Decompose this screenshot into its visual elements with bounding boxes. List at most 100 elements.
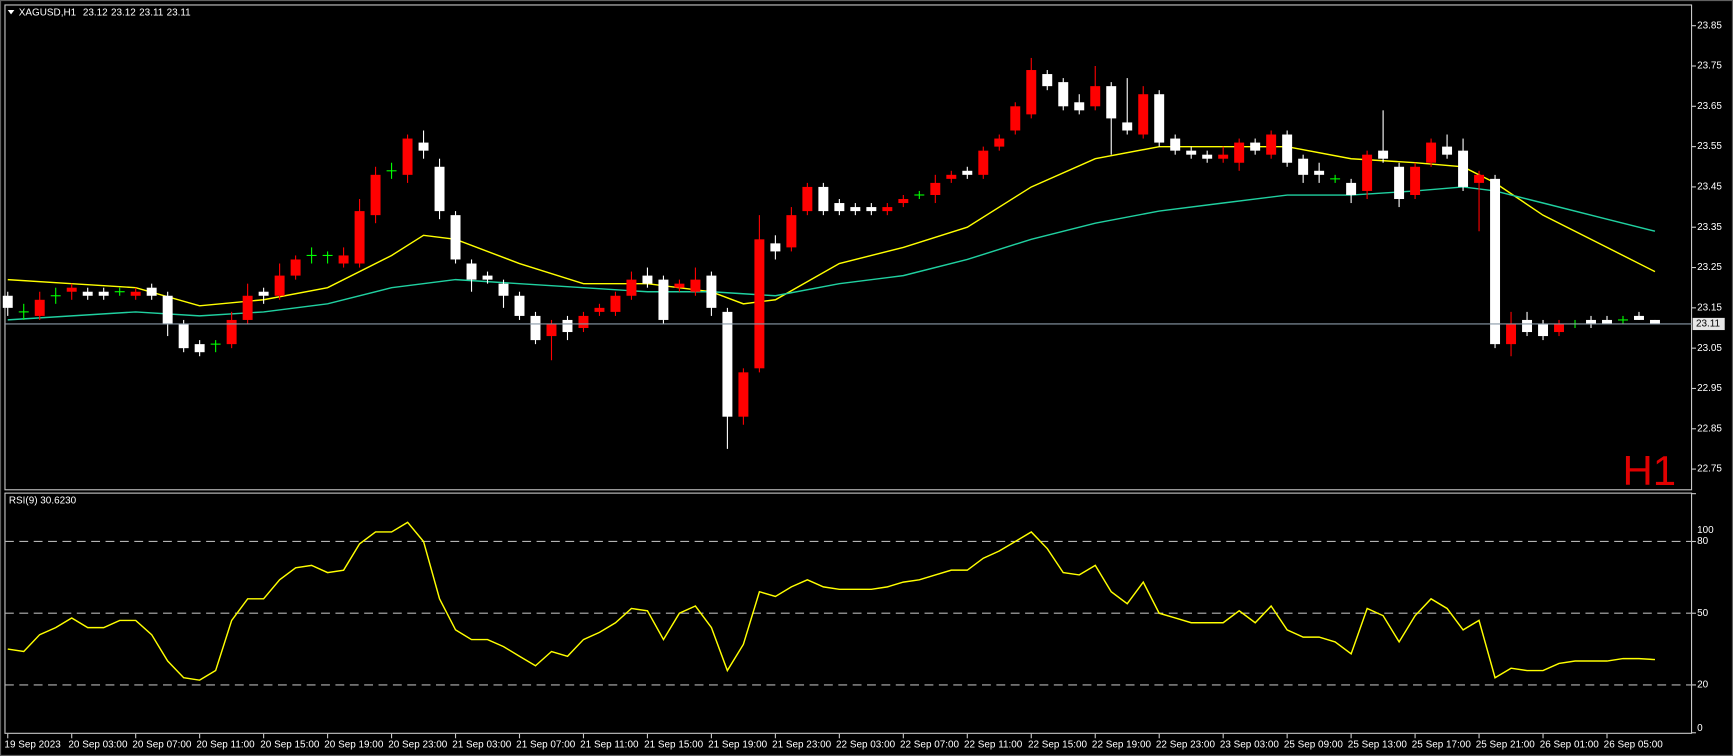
x-tick-label: 22 Sep 23:00: [1156, 740, 1216, 751]
candle-body: [466, 263, 477, 280]
x-tick-label: 20 Sep 11:00: [196, 740, 255, 751]
candle-body: [2, 295, 13, 308]
candle-body: [1090, 86, 1101, 107]
candle-body: [658, 279, 669, 320]
candle-body: [1602, 319, 1612, 324]
x-tick-label: 25 Sep 17:00: [1412, 740, 1472, 751]
candle-body: [434, 166, 445, 212]
candle-body: [354, 211, 365, 264]
candle-body: [1458, 150, 1469, 187]
candle-body: [1010, 106, 1021, 131]
x-tick-label: 20 Sep 23:00: [388, 740, 448, 751]
ohlc-value: 23.11: [139, 7, 164, 18]
y-tick-label: 22.85: [1697, 423, 1722, 434]
x-tick-label: 25 Sep 09:00: [1284, 740, 1344, 751]
candle-body: [1250, 142, 1261, 151]
candle-body: [978, 150, 989, 175]
candle-body: [850, 207, 861, 212]
candle-body: [786, 215, 797, 248]
x-tick-label: 21 Sep 23:00: [772, 740, 832, 751]
x-tick-label: 22 Sep 07:00: [900, 740, 960, 751]
candle-body: [1186, 150, 1197, 155]
candle-body: [674, 283, 685, 288]
candle-body: [514, 295, 525, 316]
candle-body: [898, 199, 909, 204]
rsi-line: [7, 521, 1656, 681]
candle-body: [178, 323, 189, 349]
candle-body: [802, 186, 813, 212]
candle-body: [1442, 146, 1453, 155]
candle-body: [290, 259, 301, 276]
candle-body: [66, 287, 77, 292]
candle-body: [1362, 154, 1373, 191]
candle-body: [274, 275, 285, 296]
x-tick-label: 20 Sep 19:00: [324, 740, 384, 751]
x-tick-label: 19 Sep 2023: [4, 740, 61, 751]
y-tick-label: 23.35: [1697, 222, 1722, 233]
candle-body: [130, 291, 141, 296]
candle-body: [1490, 178, 1501, 345]
y-tick-label: 23.05: [1697, 343, 1722, 354]
candle-body: [242, 295, 253, 320]
x-tick-label: 20 Sep 07:00: [132, 740, 192, 751]
candle-body: [402, 138, 413, 175]
ohlc-value: 23.11: [167, 7, 192, 18]
candle-body: [930, 182, 941, 195]
candle-body: [546, 323, 557, 337]
y-tick-label: 23.25: [1697, 262, 1722, 273]
moving-average-line: [7, 145, 1656, 307]
candle-body: [1266, 134, 1277, 155]
candle-body: [450, 215, 461, 260]
candle-body: [1586, 319, 1596, 324]
x-tick-label: 20 Sep 03:00: [68, 740, 128, 751]
y-tick-label: 23.55: [1697, 141, 1722, 152]
candle-body: [1314, 170, 1325, 175]
candle-body: [98, 291, 109, 296]
y-tick-label: 50: [1697, 608, 1709, 619]
candle-body: [1282, 134, 1293, 163]
candle-body: [690, 279, 701, 292]
candle-body: [1538, 323, 1549, 337]
candle-body: [1170, 138, 1181, 151]
timeframe-label: H1: [1622, 447, 1676, 494]
y-tick-label: 80: [1697, 536, 1709, 547]
candle-body: [962, 170, 973, 175]
x-tick-label: 23 Sep 03:00: [1220, 740, 1280, 751]
x-tick-label: 25 Sep 13:00: [1348, 740, 1408, 751]
candle-body: [1410, 166, 1421, 195]
candle-body: [1378, 150, 1389, 159]
candle-body: [1522, 319, 1533, 333]
candle-body: [34, 299, 45, 316]
candle-body: [1474, 174, 1485, 183]
x-tick-label: 22 Sep 19:00: [1092, 740, 1152, 751]
x-tick-label: 22 Sep 15:00: [1028, 740, 1088, 751]
candle-body: [194, 344, 205, 353]
x-tick-label: 25 Sep 21:00: [1476, 740, 1536, 751]
candle-body: [706, 275, 717, 308]
candle-body: [162, 295, 173, 324]
candle-body: [1138, 94, 1149, 135]
y-tick-label: 23.65: [1697, 101, 1722, 112]
candle-body: [530, 315, 541, 341]
candle-body: [82, 291, 93, 296]
candle-body: [1634, 315, 1644, 320]
x-tick-label: 26 Sep 05:00: [1604, 740, 1664, 751]
candle-body: [578, 315, 589, 329]
candle-body: [1042, 74, 1053, 87]
candle-body: [610, 295, 621, 312]
y-tick-label: 23.75: [1697, 61, 1722, 72]
x-tick-label: 21 Sep 19:00: [708, 740, 768, 751]
candle-body: [754, 239, 765, 369]
candle-body: [626, 279, 637, 296]
chart-title: XAGUSD,H1 23.12 23.12 23.11 23.11: [19, 7, 191, 18]
candle-body: [1122, 122, 1133, 131]
candle-body: [1218, 154, 1229, 159]
candle-body: [1154, 94, 1165, 143]
rsi-title: RSI(9) 30.6230: [9, 495, 77, 506]
x-tick-label: 22 Sep 03:00: [836, 740, 896, 751]
candle-body: [226, 319, 237, 345]
candle-body: [1074, 102, 1085, 111]
candle-body: [866, 207, 877, 212]
ohlc-value: 23.12: [83, 7, 108, 18]
